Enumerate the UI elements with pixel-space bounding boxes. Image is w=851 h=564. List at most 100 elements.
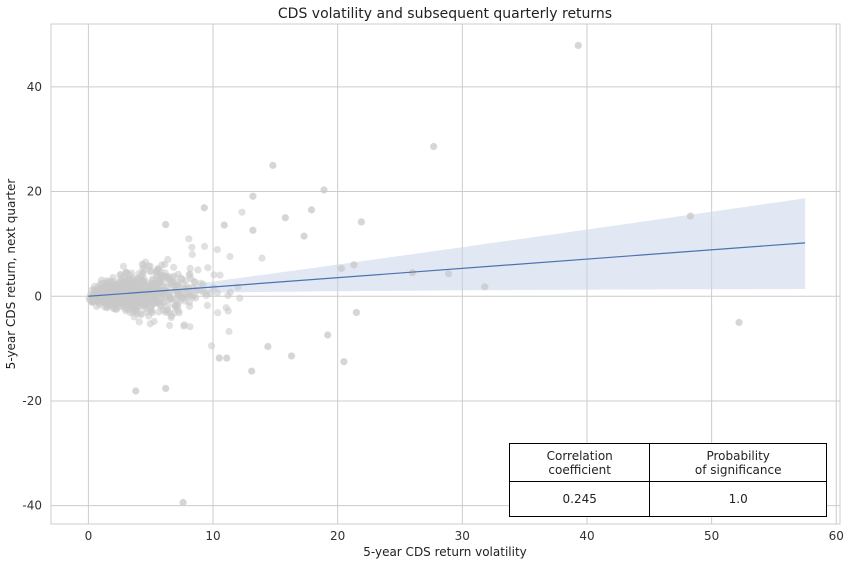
x-axis-title: 5-year CDS return volatility: [363, 545, 527, 559]
stats-table-value-row: 0.245 1.0: [508, 481, 827, 517]
data-point: [213, 246, 221, 254]
data-point: [183, 292, 191, 300]
data-point: [162, 384, 170, 392]
data-point: [300, 232, 308, 240]
data-point: [686, 212, 695, 220]
x-tick-label: 30: [455, 529, 470, 543]
data-point: [135, 318, 143, 326]
correlation-header-text: Correlation coefficient: [546, 448, 613, 477]
data-point: [150, 317, 158, 326]
correlation-value: 0.245: [508, 481, 651, 517]
data-point: [162, 220, 170, 229]
data-point: [160, 291, 168, 299]
data-point: [203, 301, 211, 310]
probability-value: 1.0: [649, 481, 827, 517]
data-point: [142, 296, 150, 304]
data-point: [340, 358, 348, 366]
data-point: [135, 269, 143, 278]
chart-title: CDS volatility and subsequent quarterly …: [278, 6, 612, 22]
y-tick-label: 20: [27, 185, 42, 199]
data-point: [224, 291, 232, 300]
data-point: [337, 264, 346, 273]
data-point: [357, 218, 365, 226]
probability-header: Probability of significance: [649, 443, 827, 482]
data-point: [148, 307, 156, 316]
data-point: [132, 387, 140, 395]
data-point: [164, 255, 172, 264]
data-point: [166, 321, 174, 330]
data-point: [179, 498, 187, 507]
confidence-band-area: [88, 198, 806, 299]
x-tick-label: 10: [205, 529, 220, 543]
data-point: [151, 290, 159, 298]
data-point: [215, 354, 223, 362]
data-point: [191, 278, 199, 286]
data-point: [236, 294, 244, 302]
y-axis-ticks: -40 -20 0 20 40: [22, 80, 42, 513]
data-points: [85, 41, 743, 507]
data-point: [185, 235, 193, 243]
data-point: [735, 318, 743, 327]
data-point: [324, 331, 332, 339]
data-point: [88, 297, 96, 305]
data-point: [223, 354, 231, 362]
data-point: [120, 295, 128, 304]
data-point: [159, 297, 167, 305]
stats-table: Correlation coefficient Probability of s…: [508, 443, 827, 517]
data-point: [145, 262, 153, 270]
data-point: [352, 308, 360, 317]
data-point: [185, 271, 193, 279]
data-point: [197, 279, 205, 287]
confidence-band: [88, 198, 806, 299]
regression-line: [88, 242, 806, 297]
data-point: [170, 272, 178, 280]
data-point: [148, 296, 156, 304]
data-point: [127, 275, 136, 283]
data-point: [164, 305, 172, 314]
data-point: [123, 285, 131, 293]
data-point: [129, 308, 137, 316]
data-point: [153, 280, 161, 288]
data-point: [103, 303, 112, 311]
data-point: [224, 307, 232, 315]
data-point: [350, 261, 358, 269]
data-point: [95, 290, 103, 298]
plot-frame: [50, 23, 841, 525]
x-tick-label: 0: [85, 529, 93, 543]
data-point: [207, 342, 216, 350]
data-point: [119, 262, 128, 270]
data-point: [574, 41, 582, 50]
data-point: [214, 309, 222, 317]
data-point: [153, 273, 162, 281]
stats-table-header-row: Correlation coefficient Probability of s…: [508, 443, 827, 482]
data-point: [173, 304, 181, 312]
data-point: [210, 271, 218, 279]
x-tick-label: 50: [704, 529, 719, 543]
data-point: [320, 186, 328, 194]
x-tick-label: 20: [330, 529, 345, 543]
data-point: [113, 295, 121, 303]
data-point: [264, 342, 272, 351]
x-tick-label: 60: [829, 529, 844, 543]
data-point: [287, 352, 296, 360]
data-point: [206, 289, 215, 297]
y-tick-label: 40: [27, 80, 42, 94]
data-point: [225, 327, 233, 336]
data-point: [281, 214, 289, 222]
data-point: [155, 308, 163, 316]
data-point: [170, 263, 178, 271]
data-point: [188, 243, 196, 251]
data-point: [137, 310, 145, 318]
y-tick-label: -40: [22, 499, 42, 513]
data-point: [167, 313, 175, 322]
data-point: [180, 322, 188, 330]
correlation-header: Correlation coefficient: [508, 443, 651, 482]
data-point: [122, 269, 130, 277]
data-point: [110, 302, 118, 310]
data-point: [430, 142, 438, 151]
regression-line-path: [88, 242, 806, 297]
data-point: [194, 266, 202, 274]
data-point: [210, 284, 218, 292]
data-point: [173, 289, 181, 297]
